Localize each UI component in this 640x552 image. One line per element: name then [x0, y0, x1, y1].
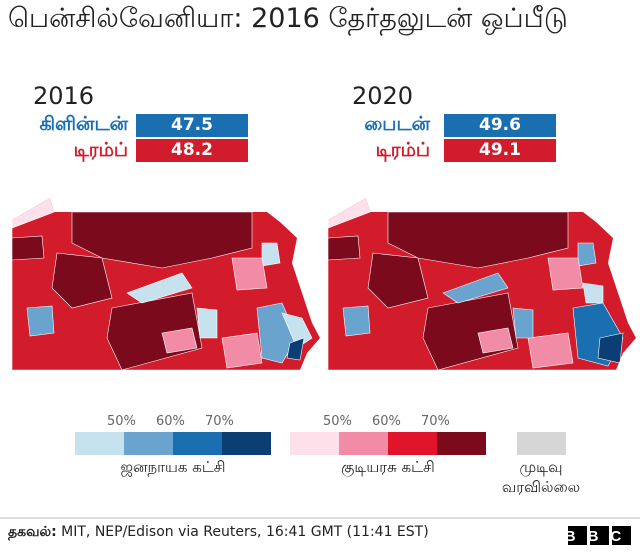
legend-label: குடியரசு கட்சி [341, 458, 435, 476]
vote-share: 47.5 [136, 114, 248, 137]
vote-share: 49.6 [444, 114, 556, 137]
county [231, 257, 268, 291]
county-map [328, 198, 636, 370]
county [161, 327, 198, 354]
county [196, 307, 218, 339]
county [26, 305, 55, 337]
county [342, 305, 371, 337]
county [71, 211, 253, 269]
logo-text: BBC [565, 528, 634, 545]
county [221, 332, 263, 369]
county [281, 312, 313, 349]
legend-tick: 50% [323, 414, 352, 429]
county [51, 252, 113, 309]
county [477, 327, 514, 354]
legend-tick: 70% [205, 414, 234, 429]
county [261, 242, 281, 267]
year: 2016 [33, 82, 95, 110]
candidate-name: டிரம்ப் [73, 139, 128, 161]
county [442, 272, 509, 304]
county [547, 257, 584, 291]
candidate-name: டிரம்ப் [375, 139, 430, 161]
year: 2020 [352, 82, 414, 110]
bbc-logo [568, 526, 631, 545]
legend-tick: 60% [372, 414, 401, 429]
vote-share: 48.2 [136, 139, 248, 162]
legend-tick: 60% [156, 414, 185, 429]
county [597, 332, 624, 364]
county [286, 337, 305, 361]
title: பென்சில்வேனியா: 2016 தேர்தலுடன் ஒப்பீடு [8, 3, 568, 34]
county [527, 332, 574, 369]
county-map [12, 198, 320, 370]
legend-tick: 50% [107, 414, 136, 429]
source: தகவல்: MIT, NEP/Edison via Reuters, 16:4… [8, 524, 429, 542]
candidate-name: பைடன் [364, 113, 430, 135]
legend-label: முடிவு வரவில்லை [501, 458, 581, 496]
vote-share: 49.1 [444, 139, 556, 162]
county [577, 242, 597, 267]
source-label: தகவல்: [8, 524, 57, 540]
source-text: MIT, NEP/Edison via Reuters, 16:41 GMT (… [61, 524, 429, 540]
county [328, 235, 361, 261]
legend-swatches [75, 432, 566, 455]
county [126, 272, 193, 304]
candidate-name: கிளின்டன் [39, 113, 128, 135]
legend-label: ஜனநாயக கட்சி [120, 458, 226, 476]
county [512, 307, 534, 339]
county [12, 235, 45, 261]
county [582, 282, 604, 304]
county [367, 252, 429, 309]
legend-tick: 70% [421, 414, 450, 429]
county [387, 211, 569, 269]
